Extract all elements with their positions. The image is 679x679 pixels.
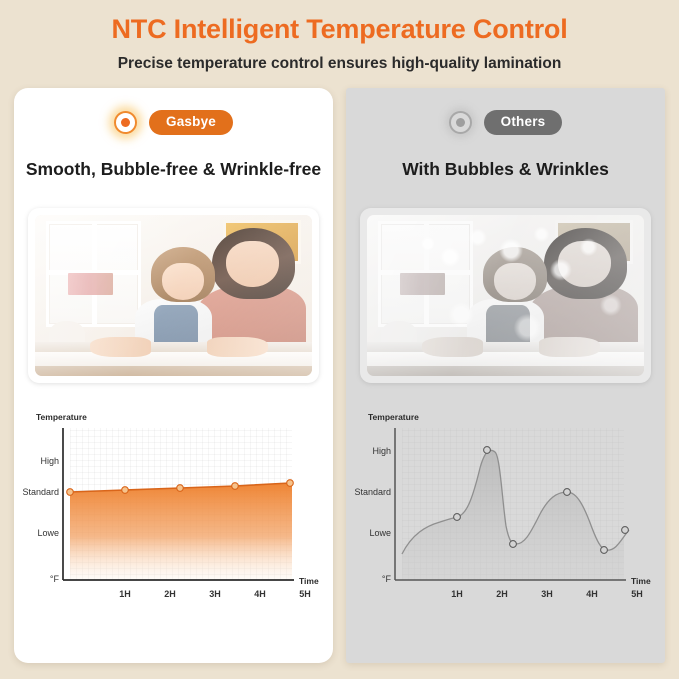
chart-gasbye-xtick-4h: 4H <box>254 589 266 599</box>
comparison-panels: Gasbye Smooth, Bubble-free & Wrinkle-fre… <box>0 88 679 668</box>
chart-others-datapoints <box>453 446 629 554</box>
page-subtitle: Precise temperature control ensures high… <box>117 55 562 72</box>
scene-mother-face <box>226 240 279 288</box>
chart-others-xtick-3h: 3H <box>541 589 553 599</box>
chart-others-xtick-5h: 5H <box>631 589 643 599</box>
chart-gasbye-svg: Temperature Time <box>22 412 319 599</box>
chart-others-ytick-unit: °F <box>382 574 392 584</box>
photo-frame-gasbye <box>28 208 319 383</box>
brand-badge-others: Others <box>483 110 563 135</box>
bubble-wrinkle-overlay <box>367 215 644 376</box>
chart-others-xtick-2h: 2H <box>496 589 508 599</box>
chart-others-xtick-1h: 1H <box>451 589 463 599</box>
chart-others-ytick-high: High <box>372 446 391 456</box>
radio-selected-icon <box>114 111 137 134</box>
chart-gasbye-xtick-5h: 5H <box>299 589 311 599</box>
chart-gasbye-area <box>70 483 292 580</box>
scene-light-haze <box>35 215 312 376</box>
chart-gasbye-ytick-standard: Standard <box>22 487 59 497</box>
chart-gasbye-ytick-lowe: Lowe <box>37 528 59 538</box>
scene-arm-right <box>206 337 268 357</box>
badge-row-gasbye: Gasbye <box>14 110 333 135</box>
panel-heading-gasbye: Smooth, Bubble-free & Wrinkle-free <box>25 159 322 179</box>
photo-scene <box>35 215 312 376</box>
chart-gasbye-ytick-unit: °F <box>50 574 60 584</box>
page-header: NTC Intelligent Temperature Control Prec… <box>0 0 679 74</box>
chart-gasbye-ytick-high: High <box>40 456 59 466</box>
chart-others-svg: Temperature Time High Standard <box>354 412 651 599</box>
panel-heading-others: With Bubbles & Wrinkles <box>402 159 609 179</box>
chart-others-ytick-lowe: Lowe <box>369 528 391 538</box>
panel-others: Others With Bubbles & Wrinkles <box>346 88 665 663</box>
photo-frame-others <box>360 208 651 383</box>
chart-gasbye-datapoints <box>66 479 294 496</box>
scene-child-face <box>162 263 204 301</box>
badge-row-others: Others <box>346 110 665 135</box>
chart-gasbye-ylabel: Temperature <box>36 412 87 422</box>
chart-others-xtick-4h: 4H <box>586 589 598 599</box>
scene-arm-left <box>90 337 152 357</box>
chart-gasbye: Temperature Time <box>22 406 327 621</box>
chart-others-ylabel: Temperature <box>368 412 419 422</box>
page-title: NTC Intelligent Temperature Control <box>111 14 568 44</box>
photo-gasbye <box>35 215 312 376</box>
scene-books <box>68 272 113 296</box>
brand-badge-gasbye: Gasbye <box>149 110 233 135</box>
chart-gasbye-xlabel: Time <box>299 576 319 586</box>
chart-others-xlabel: Time <box>631 576 651 586</box>
chart-others: Temperature Time High Standard <box>354 406 659 621</box>
chart-gasbye-xtick-3h: 3H <box>209 589 221 599</box>
chart-gasbye-xtick-1h: 1H <box>119 589 131 599</box>
photo-others <box>367 215 644 376</box>
panel-gasbye: Gasbye Smooth, Bubble-free & Wrinkle-fre… <box>14 88 333 663</box>
chart-others-ytick-standard: Standard <box>354 487 391 497</box>
chart-gasbye-xtick-2h: 2H <box>164 589 176 599</box>
radio-unselected-icon <box>448 111 472 134</box>
chart-others-area <box>402 450 629 580</box>
